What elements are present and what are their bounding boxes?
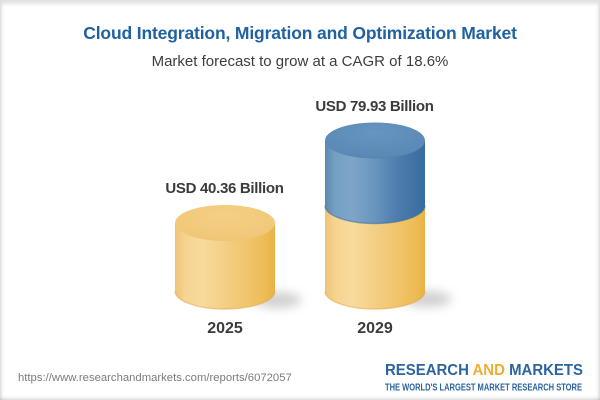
svg-text:RESEARCH AND MARKETS: RESEARCH AND MARKETS [385,362,583,379]
svg-text:THE WORLD'S LARGEST MARKET RES: THE WORLD'S LARGEST MARKET RESEARCH STOR… [385,383,582,394]
